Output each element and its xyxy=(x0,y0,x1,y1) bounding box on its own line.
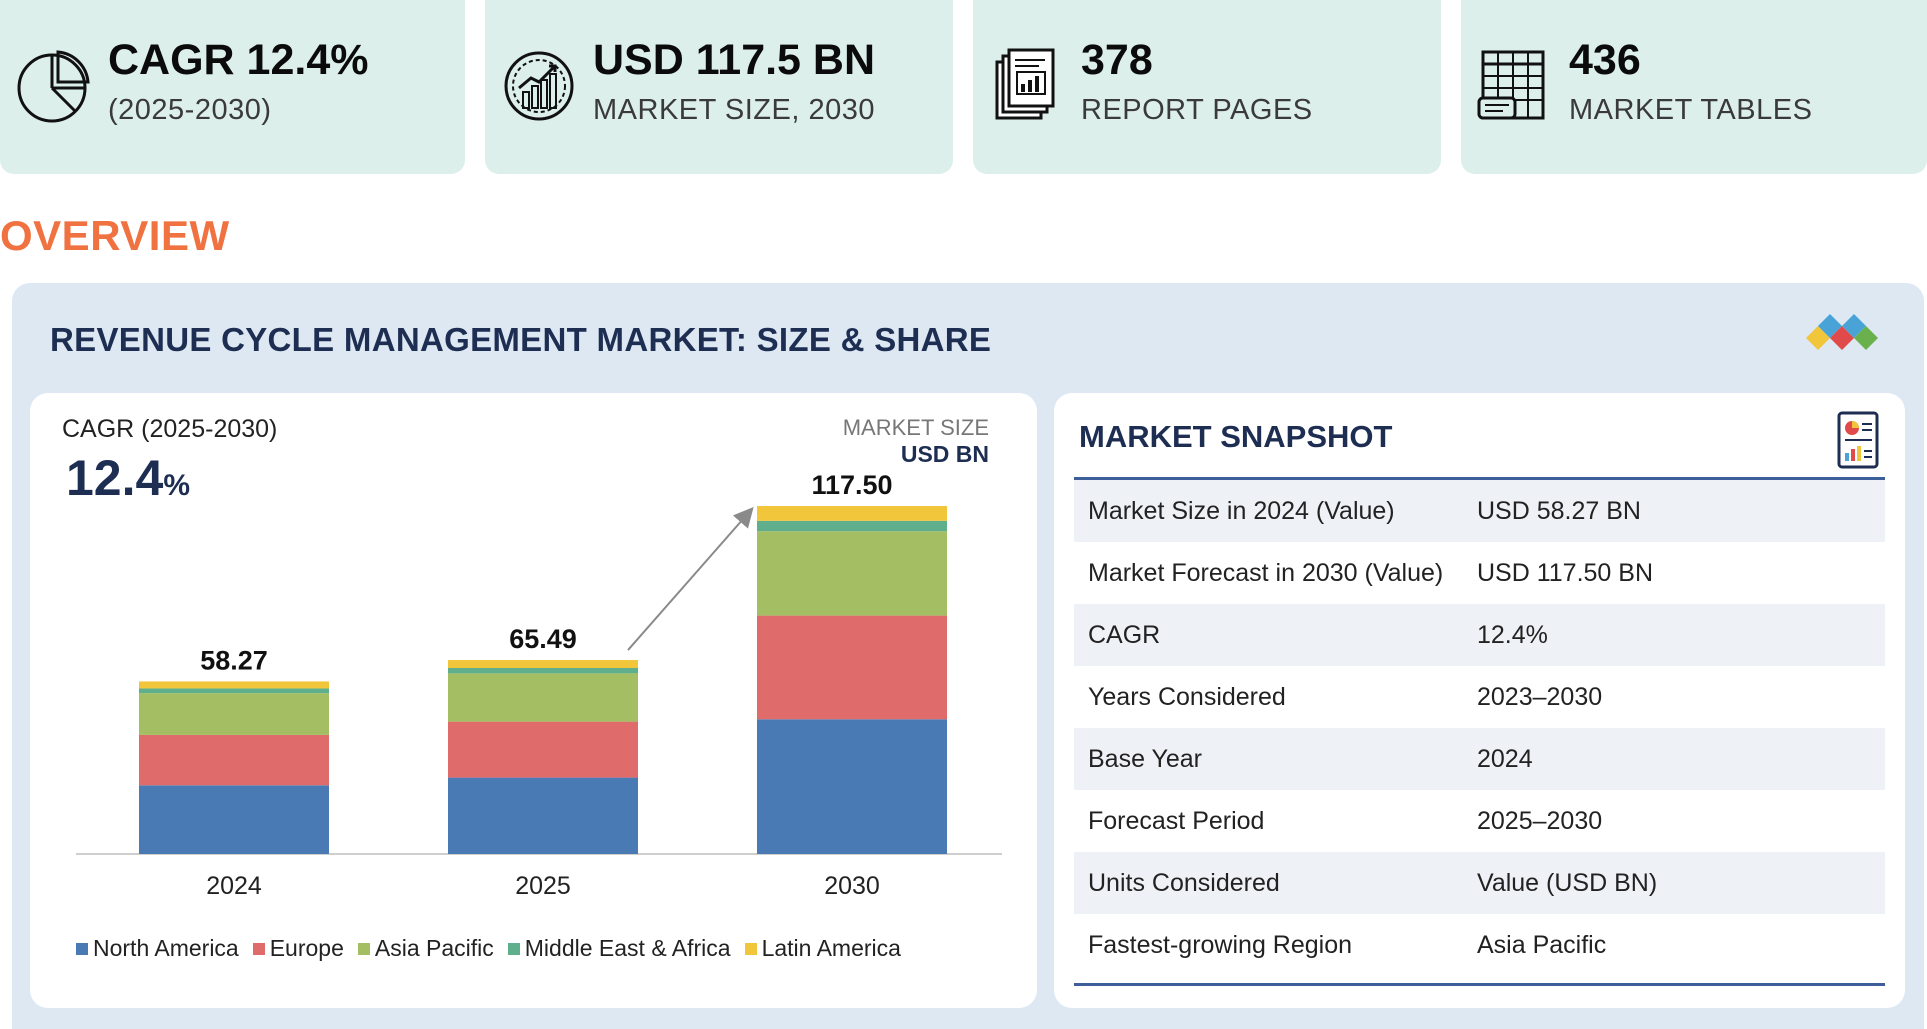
bar-segment xyxy=(448,668,638,674)
stat-card-report-pages: 378 REPORT PAGES xyxy=(973,0,1441,174)
bar-segment xyxy=(448,777,638,854)
cagr-unit: % xyxy=(163,469,191,502)
market-size-unit: USD BN xyxy=(900,441,989,467)
bar-segment xyxy=(139,734,329,786)
stat-card-market-size: USD 117.5 BN MARKET SIZE, 2030 xyxy=(485,0,953,174)
growth-arrow xyxy=(627,507,754,651)
stat-value: CAGR 12.4% xyxy=(108,36,369,84)
stacked-bar-chart: 58.27 2024 65.49 2025 117.50 2030 xyxy=(76,470,1002,900)
snapshot-key: Base Year xyxy=(1088,744,1202,773)
bar-segment xyxy=(757,719,947,854)
table-icon xyxy=(1477,50,1545,120)
report-pages-icon xyxy=(995,48,1055,120)
stat-card-market-tables: 436 MARKET TABLES xyxy=(1461,0,1927,174)
stat-card-cagr: CAGR 12.4% (2025-2030) xyxy=(0,0,465,174)
snapshot-value: USD 58.27 BN xyxy=(1477,496,1641,525)
legend-swatch xyxy=(76,942,88,955)
snapshot-key: Years Considered xyxy=(1088,682,1286,711)
cagr-number: 12.4 xyxy=(66,450,164,506)
bar-segment xyxy=(757,615,947,720)
snapshot-value: USD 117.50 BN xyxy=(1477,558,1654,587)
legend-swatch xyxy=(507,942,520,955)
stat-label: MARKET TABLES xyxy=(1569,94,1813,126)
snapshot-key: CAGR xyxy=(1088,620,1161,649)
data-label: 58.27 xyxy=(200,645,268,675)
stat-value: 436 xyxy=(1569,36,1641,84)
x-tick-label: 2024 xyxy=(206,872,262,900)
snapshot-key: Fastest-growing Region xyxy=(1088,930,1353,959)
bar-segment xyxy=(139,785,329,854)
stat-label: MARKET SIZE, 2030 xyxy=(593,94,875,126)
snapshot-table: Market Size in 2024 (Value) USD 58.27 BN … xyxy=(1074,480,1885,976)
snapshot-value: 2024 xyxy=(1477,744,1533,773)
bar-segment xyxy=(448,673,638,722)
snapshot-value: 2025–2030 xyxy=(1477,806,1603,835)
chart-card: CAGR (2025-2030) 12.4% MARKET SIZE USD B… xyxy=(30,393,1037,1008)
brand-logo-icon xyxy=(1806,314,1878,350)
legend-label: Middle East & Africa xyxy=(524,935,731,961)
snapshot-value: 12.4% xyxy=(1477,620,1548,649)
snapshot-bottom-rule xyxy=(1074,983,1885,986)
overview-heading: OVERVIEW xyxy=(0,212,230,259)
pie-chart-icon xyxy=(17,50,90,123)
snapshot-row: Base Year 2024 xyxy=(1074,728,1885,790)
chart-legend: North America Europe Asia Pacific Middle… xyxy=(76,935,901,962)
bar-segment xyxy=(139,693,329,735)
legend-label: Europe xyxy=(269,935,344,961)
snapshot-key: Forecast Period xyxy=(1088,806,1265,835)
legend-item: North America xyxy=(76,935,239,962)
cagr-value: 12.4% xyxy=(66,449,190,507)
legend-swatch xyxy=(357,942,370,955)
legend-label: Latin America xyxy=(761,935,901,961)
snapshot-row: Market Size in 2024 (Value) USD 58.27 BN xyxy=(1074,480,1885,542)
cagr-label: CAGR (2025-2030) xyxy=(62,415,278,443)
bar-segment xyxy=(139,681,329,689)
size-share-panel: REVENUE CYCLE MANAGEMENT MARKET: SIZE & … xyxy=(12,283,1924,1029)
stat-label: REPORT PAGES xyxy=(1081,94,1313,126)
stat-value: 378 xyxy=(1081,36,1153,84)
data-label: 65.49 xyxy=(509,624,577,654)
snapshot-title: MARKET SNAPSHOT xyxy=(1079,419,1393,454)
market-size-label: MARKET SIZE xyxy=(842,415,989,440)
bar-segment xyxy=(139,688,329,694)
snapshot-key: Market Forecast in 2030 (Value) xyxy=(1088,558,1444,587)
snapshot-key: Units Considered xyxy=(1088,868,1280,897)
bar-segment xyxy=(757,520,947,532)
data-label: 117.50 xyxy=(811,470,892,500)
snapshot-row: Market Forecast in 2030 (Value) USD 117.5… xyxy=(1074,542,1885,604)
legend-item: Latin America xyxy=(744,935,901,962)
snapshot-key: Market Size in 2024 (Value) xyxy=(1088,496,1395,525)
market-snapshot-card: MARKET SNAPSHOT Market Size in 2024 (Val… xyxy=(1054,393,1905,1008)
report-icon xyxy=(1837,411,1879,469)
stat-label: (2025-2030) xyxy=(108,94,272,126)
snapshot-row: Years Considered 2023–2030 xyxy=(1074,666,1885,728)
growth-chart-icon xyxy=(504,51,574,121)
snapshot-row: CAGR 12.4% xyxy=(1074,604,1885,666)
bar-segment xyxy=(448,660,638,669)
legend-swatch xyxy=(744,942,757,955)
bar-segment xyxy=(448,721,638,778)
snapshot-top-rule xyxy=(1074,477,1885,480)
snapshot-value: 2023–2030 xyxy=(1477,682,1603,711)
legend-item: Middle East & Africa xyxy=(507,935,731,962)
bar-segment xyxy=(757,506,947,521)
snapshot-value: Value (USD BN) xyxy=(1477,868,1658,897)
legend-label: North America xyxy=(93,935,239,961)
panel-title: REVENUE CYCLE MANAGEMENT MARKET: SIZE & … xyxy=(50,321,992,358)
x-tick-label: 2025 xyxy=(515,872,571,900)
snapshot-row: Units Considered Value (USD BN) xyxy=(1074,852,1885,914)
snapshot-value: Asia Pacific xyxy=(1477,930,1607,959)
legend-label: Asia Pacific xyxy=(374,935,494,961)
snapshot-row: Forecast Period 2025–2030 xyxy=(1074,790,1885,852)
bar-segment xyxy=(757,531,947,616)
legend-item: Asia Pacific xyxy=(357,935,494,962)
stat-value: USD 117.5 BN xyxy=(593,36,876,84)
legend-item: Europe xyxy=(252,935,344,962)
snapshot-row: Fastest-growing Region Asia Pacific xyxy=(1074,914,1885,976)
legend-swatch xyxy=(252,942,265,955)
x-tick-label: 2030 xyxy=(824,872,880,900)
